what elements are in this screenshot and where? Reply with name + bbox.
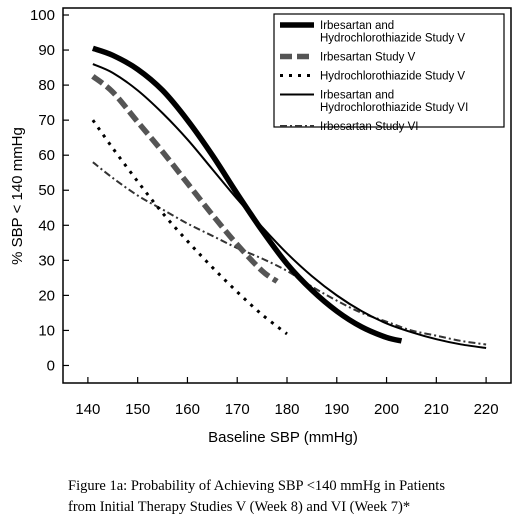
x-axis-title: Baseline SBP (mmHg)	[208, 429, 358, 446]
legend-label-4: Irbesartan and	[320, 90, 394, 102]
x-tick-label: 170	[225, 401, 250, 418]
series-line-2	[91, 74, 279, 284]
caption-line-1: Figure 1a: Probability of Achieving SBP …	[68, 478, 445, 494]
series-layer	[91, 45, 487, 349]
chart-figure: 0 10 20 30 40 50 60 70 80 90 100 140 150 160 170 180 19…	[9, 7, 512, 446]
y-tick-label: 80	[38, 77, 55, 94]
y-axis-title: % SBP < 140 mmHg	[9, 127, 26, 265]
caption-line-2: from Initial Therapy Studies V (Week 8) …	[68, 499, 411, 515]
y-tick-label: 10	[38, 322, 55, 339]
y-tick-label: 0	[47, 357, 55, 374]
series-line-1	[91, 45, 403, 344]
x-tick-label: 200	[374, 401, 399, 418]
y-tick-label: 50	[38, 182, 55, 199]
y-tick-label: 70	[38, 112, 55, 129]
x-axis-ticks: 140 150 160 170 180 190 200 210 220	[75, 377, 499, 418]
y-tick-label: 20	[38, 287, 55, 304]
y-tick-label: 60	[38, 147, 55, 164]
figure-caption: Figure 1a: Probability of Achieving SBP …	[68, 476, 518, 518]
legend-label-1: Irbesartan and	[320, 20, 394, 32]
x-tick-label: 210	[424, 401, 449, 418]
y-tick-label: 40	[38, 217, 55, 234]
y-tick-label: 90	[38, 42, 55, 59]
legend-label-3: Hydrochlorothiazide Study V	[320, 71, 465, 83]
x-tick-label: 140	[75, 401, 100, 418]
legend-label-4: Hydrochlorothiazide Study VI	[320, 102, 468, 114]
x-tick-label: 180	[274, 401, 299, 418]
series-line-4	[92, 63, 487, 349]
x-tick-label: 190	[324, 401, 349, 418]
legend-frame	[273, 13, 505, 128]
legend-label-1: Hydrochlorothiazide Study V	[320, 33, 465, 45]
series-line-3	[91, 119, 288, 336]
x-tick-label: 220	[474, 401, 499, 418]
legend-label-5: Irbesartan Study VI	[320, 121, 418, 133]
x-tick-label: 160	[175, 401, 200, 418]
y-tick-label: 100	[30, 7, 55, 24]
y-tick-label: 30	[38, 252, 55, 269]
y-axis-ticks: 0 10 20 30 40 50 60 70 80 90 100	[30, 7, 69, 374]
legend-label-2: Irbesartan Study V	[320, 52, 416, 64]
x-tick-label: 150	[125, 401, 150, 418]
series-line-5	[92, 161, 487, 346]
